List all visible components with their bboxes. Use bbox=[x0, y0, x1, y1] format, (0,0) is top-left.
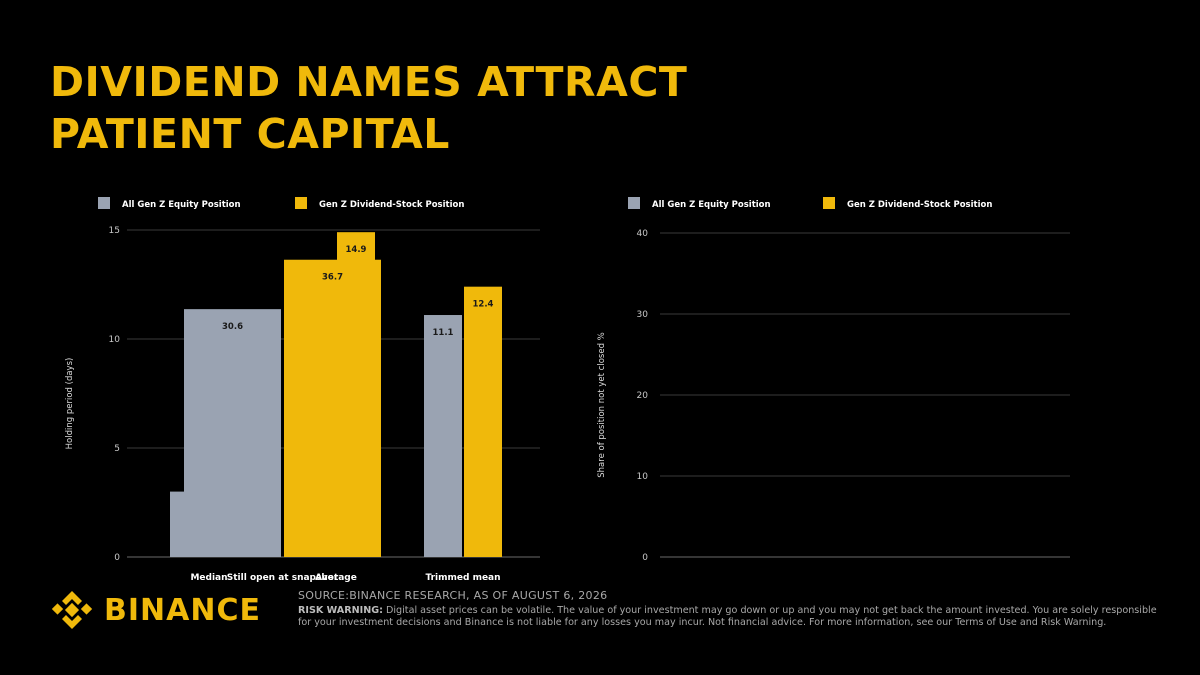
bar bbox=[464, 286, 502, 557]
y-tick-label: 0 bbox=[114, 553, 120, 563]
data-label: 11.1 bbox=[433, 328, 454, 338]
y-tick-label: 30 bbox=[637, 310, 649, 320]
data-label: 12.4 bbox=[473, 300, 494, 310]
data-label: 14.9 bbox=[346, 245, 367, 255]
brand-name: BINANCE bbox=[104, 592, 261, 628]
y-tick-label: 0 bbox=[642, 553, 648, 563]
binance-logo: BINANCE bbox=[50, 586, 261, 634]
legend-swatch bbox=[295, 197, 307, 209]
legend-swatch bbox=[628, 197, 640, 209]
risk-warning-text: Digital asset prices can be volatile. Th… bbox=[298, 605, 1157, 628]
x-tick-label: Median bbox=[190, 573, 227, 583]
risk-warning-label: RISK WARNING: bbox=[298, 605, 383, 616]
bar bbox=[424, 315, 462, 557]
y-tick-label: 20 bbox=[637, 391, 649, 401]
y-tick-label: 40 bbox=[637, 229, 649, 239]
legend-swatch bbox=[823, 197, 835, 209]
binance-diamond-icon bbox=[51, 591, 93, 629]
page-title: DIVIDEND NAMES ATTRACT PATIENT CAPITAL bbox=[50, 56, 687, 160]
footer: SOURCE:BINANCE RESEARCH, AS OF AUGUST 6,… bbox=[298, 589, 1168, 629]
legend-swatch bbox=[98, 197, 110, 209]
y-axis-label: Share of position not yet closed % bbox=[597, 332, 607, 477]
source-note: SOURCE:BINANCE RESEARCH, AS OF AUGUST 6,… bbox=[298, 589, 608, 602]
x-tick-label: Average bbox=[315, 573, 357, 583]
y-tick-label: 5 bbox=[114, 444, 120, 454]
legend-label: Gen Z Dividend-Stock Position bbox=[319, 200, 464, 210]
bar bbox=[284, 259, 381, 557]
legend-label: All Gen Z Equity Position bbox=[122, 200, 241, 210]
bar bbox=[184, 309, 281, 557]
open-share-chart: 0 10 20 30 40 Share of position not yet close… bbox=[184, 197, 1070, 583]
data-label: 30.6 bbox=[222, 322, 243, 332]
risk-warning: RISK WARNING: Digital asset prices can b… bbox=[298, 605, 1168, 629]
title-line-1: DIVIDEND NAMES ATTRACT bbox=[50, 58, 688, 106]
y-tick-label: 10 bbox=[637, 472, 649, 482]
legend-label: All Gen Z Equity Position bbox=[652, 200, 771, 210]
y-tick-label: 10 bbox=[109, 335, 121, 345]
x-tick-label: Trimmed mean bbox=[425, 573, 500, 583]
data-label: 36.7 bbox=[322, 273, 343, 283]
y-tick-label: 15 bbox=[109, 226, 120, 236]
legend-label: Gen Z Dividend-Stock Position bbox=[847, 200, 992, 210]
title-line-2: PATIENT CAPITAL bbox=[50, 110, 450, 158]
x-tick-label: Still open at snapshot bbox=[227, 573, 339, 583]
y-axis-label: Holding period (days) bbox=[65, 358, 75, 450]
